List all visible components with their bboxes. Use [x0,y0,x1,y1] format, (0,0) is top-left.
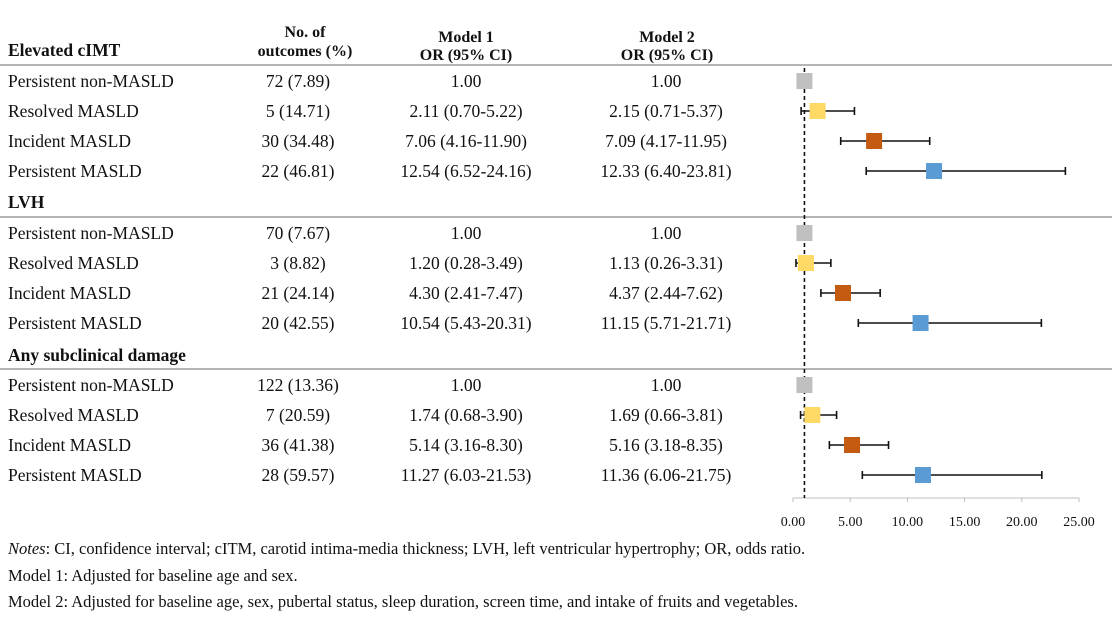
header-model2-line1: Model 2 [639,29,695,46]
row-model1-or: 11.27 (6.03-21.53) [401,465,532,485]
row-outcomes: 5 (14.71) [266,101,330,121]
model1-note: Model 1: Adjusted for baseline age and s… [8,566,298,585]
row-model1-or: 1.00 [451,375,482,395]
notes-label: Notes [8,539,46,558]
x-tick-label: 0.00 [781,515,806,530]
row-model2-or: 1.00 [651,71,682,91]
forest-plot: 0.00 5.00 10.00 15.00 20.00 25.00 [781,68,1095,530]
row-group-label: Resolved MASLD [8,253,139,273]
row-outcomes: 21 (24.14) [262,283,335,303]
row-group-label: Resolved MASLD [8,101,139,121]
model2-note: Model 2: Adjusted for baseline age, sex,… [8,592,798,611]
point-estimate-marker [844,437,861,453]
row-outcomes: 122 (13.36) [257,375,339,395]
row-model2-or: 1.00 [651,375,682,395]
x-tick-label: 10.00 [892,515,924,530]
point-estimate-marker [834,285,851,301]
point-estimate-marker [914,467,931,483]
row-model2-or: 1.69 (0.66-3.81) [609,405,723,425]
row-model1-or: 7.06 (4.16-11.90) [405,131,527,151]
row-group-label: Resolved MASLD [8,405,139,425]
header-model1-line2: OR (95% CI) [420,47,512,64]
forest-point [796,225,813,241]
table-header: No. of outcomes (%) Model 1 OR (95% CI) … [258,24,714,64]
row-group-label: Incident MASLD [8,131,131,151]
row-outcomes: 30 (34.48) [262,131,335,151]
point-estimate-marker [796,73,813,89]
notes-text: : CI, confidence interval; cITM, carotid… [45,539,806,558]
forest-point [865,163,1067,179]
row-model2-or: 2.15 (0.71-5.37) [609,101,723,121]
forest-point [861,467,1043,483]
row-outcomes: 3 (8.82) [270,253,326,273]
point-estimate-marker [809,103,826,119]
row-outcomes: 22 (46.81) [262,161,335,181]
row-model1-or: 1.74 (0.68-3.90) [409,405,523,425]
x-tick-label: 15.00 [949,515,981,530]
row-outcomes: 72 (7.89) [266,71,330,91]
row-model2-or: 11.36 (6.06-21.75) [601,465,732,485]
section-title: LVH [8,192,45,212]
x-tick-label: 5.00 [838,515,863,530]
row-model1-or: 1.20 (0.28-3.49) [409,253,523,273]
row-model2-or: 1.13 (0.26-3.31) [609,253,723,273]
row-model2-or: 4.37 (2.44-7.62) [609,283,723,303]
notes-line: Notes: CI, confidence interval; cITM, ca… [8,539,805,559]
point-estimate-marker [796,225,813,241]
table-body: Elevated cIMT Persistent non-MASLD 72 (7.8… [0,40,1112,485]
forest-point [800,103,856,119]
row-outcomes: 70 (7.67) [266,223,330,243]
row-group-label: Incident MASLD [8,435,131,455]
row-outcomes: 7 (20.59) [266,405,330,425]
section-title: Elevated cIMT [8,40,121,60]
row-model1-or: 12.54 (6.52-24.16) [400,161,531,181]
point-estimate-marker [866,133,883,149]
row-model1-or: 10.54 (5.43-20.31) [400,313,531,333]
row-model1-or: 2.11 (0.70-5.22) [409,101,522,121]
header-outcomes-line1: No. of [285,24,327,41]
row-group-label: Persistent non-MASLD [8,71,174,91]
row-group-label: Incident MASLD [8,283,131,303]
row-group-label: Persistent MASLD [8,161,142,181]
point-estimate-marker [912,315,929,331]
forest-point [828,437,890,453]
point-estimate-marker [796,377,813,393]
row-group-label: Persistent MASLD [8,465,142,485]
point-estimate-marker [797,255,814,271]
forest-point [857,315,1043,331]
row-model2-or: 11.15 (5.71-21.71) [601,313,732,333]
row-model1-or: 5.14 (3.16-8.30) [409,435,523,455]
row-outcomes: 36 (41.38) [262,435,335,455]
forest-point [795,255,832,271]
forest-point [820,285,881,301]
row-group-label: Persistent non-MASLD [8,223,174,243]
row-model2-or: 5.16 (3.18-8.35) [609,435,723,455]
row-model1-or: 1.00 [451,223,482,243]
row-model2-or: 7.09 (4.17-11.95) [605,131,727,151]
row-model1-or: 1.00 [451,71,482,91]
forest-point [799,407,838,423]
forest-point [796,73,813,89]
forest-point [796,377,813,393]
x-tick-label: 25.00 [1063,515,1095,530]
row-outcomes: 20 (42.55) [262,313,335,333]
row-group-label: Persistent non-MASLD [8,375,174,395]
row-model1-or: 4.30 (2.41-7.47) [409,283,523,303]
x-tick-label: 20.00 [1006,515,1038,530]
row-outcomes: 28 (59.57) [262,465,335,485]
row-group-label: Persistent MASLD [8,313,142,333]
forest-point [839,133,931,149]
header-model2-line2: OR (95% CI) [621,47,713,64]
point-estimate-marker [926,163,943,179]
section-title: Any subclinical damage [8,345,186,365]
header-outcomes-line2: outcomes (%) [258,43,353,60]
row-model2-or: 1.00 [651,223,682,243]
row-model2-or: 12.33 (6.40-23.81) [600,161,731,181]
point-estimate-marker [804,407,821,423]
header-model1-line1: Model 1 [438,29,494,46]
